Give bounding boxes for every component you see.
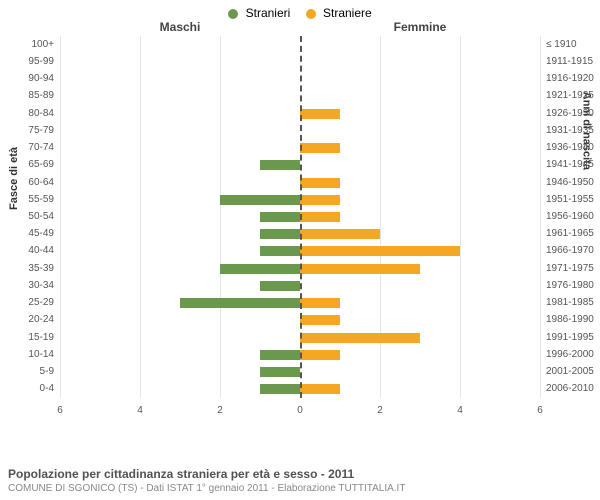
x-tick-label: 0: [297, 405, 303, 416]
chart-title: Popolazione per cittadinanza straniera p…: [8, 467, 405, 481]
bar-female: [300, 246, 460, 256]
age-label: 50-54: [28, 211, 60, 223]
x-tick-label: 4: [137, 405, 143, 416]
legend-swatch-male: [228, 9, 238, 19]
age-label: 100+: [31, 39, 60, 51]
bar-male: [260, 367, 300, 377]
birth-year-label: 1996-2000: [540, 349, 594, 361]
chart-subtitle: COMUNE DI SGONICO (TS) - Dati ISTAT 1° g…: [8, 483, 405, 494]
birth-year-label: 1936-1940: [540, 142, 594, 154]
column-header-female: Femmine: [300, 20, 600, 34]
bar-male: [260, 350, 300, 360]
birth-year-label: 1986-1990: [540, 314, 594, 326]
birth-year-label: 1981-1985: [540, 297, 594, 309]
age-label: 35-39: [28, 263, 60, 275]
legend: Stranieri Straniere: [0, 0, 600, 20]
age-label: 60-64: [28, 177, 60, 189]
age-label: 20-24: [28, 314, 60, 326]
bar-male: [260, 229, 300, 239]
bar-male: [220, 195, 300, 205]
bar-female: [300, 350, 340, 360]
birth-year-label: ≤ 1910: [540, 39, 577, 51]
birth-year-label: 1976-1980: [540, 280, 594, 292]
chart-footer: Popolazione per cittadinanza straniera p…: [8, 467, 405, 494]
bar-male: [260, 212, 300, 222]
bar-male: [220, 264, 300, 274]
bar-male: [260, 160, 300, 170]
birth-year-label: 1991-1995: [540, 332, 594, 344]
bar-female: [300, 384, 340, 394]
bar-male: [260, 281, 300, 291]
y-axis-title-left: Fasce di età: [8, 147, 20, 210]
age-label: 90-94: [28, 73, 60, 85]
bar-female: [300, 333, 420, 343]
bar-female: [300, 229, 380, 239]
birth-year-label: 1956-1960: [540, 211, 594, 223]
bar-female: [300, 298, 340, 308]
birth-year-label: 1911-1915: [540, 56, 593, 68]
birth-year-label: 1971-1975: [540, 263, 594, 275]
bar-female: [300, 178, 340, 188]
bar-female: [300, 143, 340, 153]
x-tick-label: 2: [377, 405, 383, 416]
x-tick-label: 6: [537, 405, 543, 416]
birth-year-label: 1916-1920: [540, 73, 594, 85]
age-label: 10-14: [28, 349, 60, 361]
age-label: 45-49: [28, 228, 60, 240]
birth-year-label: 1961-1965: [540, 228, 594, 240]
legend-label-female: Straniere: [323, 6, 372, 20]
bar-female: [300, 109, 340, 119]
birth-year-label: 1926-1930: [540, 108, 594, 120]
birth-year-label: 1921-1925: [540, 90, 594, 102]
age-label: 5-9: [40, 366, 60, 378]
legend-swatch-female: [306, 9, 316, 19]
age-label: 75-79: [28, 125, 60, 137]
bar-male: [180, 298, 300, 308]
age-label: 40-44: [28, 245, 60, 257]
bar-male: [260, 384, 300, 394]
population-pyramid-chart: Stranieri Straniere Maschi Femmine Fasce…: [0, 0, 600, 500]
bar-female: [300, 264, 420, 274]
age-label: 15-19: [28, 332, 60, 344]
legend-item-male: Stranieri: [228, 6, 290, 20]
birth-year-label: 1941-1945: [540, 159, 594, 171]
age-label: 70-74: [28, 142, 60, 154]
age-label: 25-29: [28, 297, 60, 309]
age-label: 85-89: [28, 90, 60, 102]
age-label: 95-99: [28, 56, 60, 68]
bar-female: [300, 195, 340, 205]
age-label: 30-34: [28, 280, 60, 292]
age-label: 0-4: [40, 383, 60, 395]
x-tick-label: 6: [57, 405, 63, 416]
age-label: 80-84: [28, 108, 60, 120]
legend-label-male: Stranieri: [246, 6, 291, 20]
plot-area: 6420246100+≤ 191095-991911-191590-941916…: [60, 36, 540, 416]
column-headers: Maschi Femmine: [0, 20, 600, 34]
birth-year-label: 2001-2005: [540, 366, 594, 378]
bar-female: [300, 212, 340, 222]
center-axis-line: [300, 36, 302, 398]
birth-year-label: 1951-1955: [540, 194, 594, 206]
birth-year-label: 1931-1935: [540, 125, 594, 137]
birth-year-label: 2006-2010: [540, 383, 594, 395]
birth-year-label: 1946-1950: [540, 177, 594, 189]
age-label: 65-69: [28, 159, 60, 171]
age-label: 55-59: [28, 194, 60, 206]
x-tick-label: 2: [217, 405, 223, 416]
birth-year-label: 1966-1970: [540, 245, 594, 257]
x-tick-label: 4: [457, 405, 463, 416]
column-header-male: Maschi: [0, 20, 300, 34]
bar-male: [260, 246, 300, 256]
legend-item-female: Straniere: [306, 6, 372, 20]
bar-female: [300, 315, 340, 325]
